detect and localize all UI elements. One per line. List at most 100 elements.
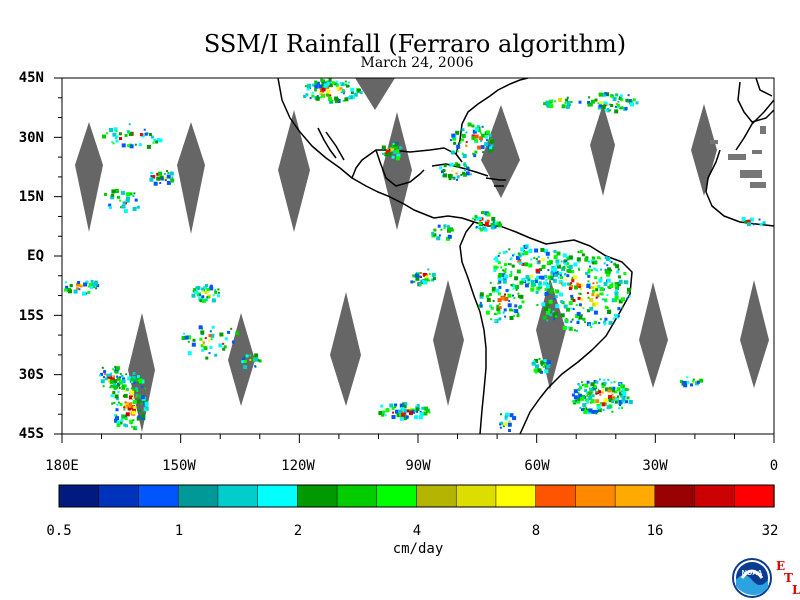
rain-pixel (427, 268, 430, 271)
rain-pixel (120, 206, 122, 209)
rain-pixel (524, 245, 528, 248)
rain-pixel (594, 261, 598, 265)
rain-pixel (478, 217, 482, 220)
rain-pixel (602, 409, 605, 411)
rain-pixel (623, 401, 626, 404)
rain-pixel (519, 261, 523, 265)
rain-pixel (387, 152, 392, 157)
rain-pixel (314, 84, 319, 89)
rain-pixel (231, 340, 235, 344)
rain-pixel (540, 360, 545, 365)
rain-pixel (117, 391, 120, 393)
rain-pixel (408, 409, 412, 413)
rain-pixel (600, 292, 604, 296)
rain-pixel (578, 303, 582, 307)
rain-pixel (137, 415, 141, 419)
rain-pixel (119, 199, 122, 202)
rain-pixel (692, 380, 695, 382)
rain-pixel (621, 406, 623, 409)
rain-pixel (395, 149, 400, 154)
rain-pixel (484, 228, 488, 232)
rain-pixel (749, 217, 754, 222)
rain-pixel (322, 94, 325, 97)
rain-pixel (329, 94, 332, 97)
rain-pixel (350, 87, 355, 92)
rain-pixel (171, 176, 174, 179)
rain-pixel (575, 399, 577, 402)
rain-pixel (127, 144, 131, 148)
rain-pixel (577, 267, 580, 270)
rain-pixel (208, 339, 211, 342)
rain-pixel (625, 400, 629, 404)
rain-pixel (104, 377, 108, 381)
rain-pixel (589, 298, 594, 303)
rain-pixel (553, 313, 558, 318)
rain-pixel (607, 378, 610, 381)
rain-pixel (500, 296, 505, 301)
rain-pixel (419, 412, 424, 417)
rain-pixel (428, 273, 431, 276)
rain-pixel (494, 221, 499, 226)
rain-pixel (595, 296, 598, 299)
rain-pixel (493, 312, 496, 315)
rain-pixel (121, 379, 126, 384)
rain-pixel (572, 299, 576, 302)
rain-pixel (399, 416, 404, 421)
rain-pixel (214, 290, 218, 294)
rain-pixel (130, 402, 133, 405)
rain-pixel (419, 275, 422, 278)
rain-pixel (562, 326, 567, 330)
rain-pixel (433, 228, 437, 232)
rain-pixel (460, 173, 463, 176)
rain-pixel (564, 278, 567, 281)
rain-pixel (122, 377, 126, 381)
etl-letter: L (792, 583, 800, 597)
rain-pixel (593, 321, 597, 324)
rain-pixel (597, 102, 600, 105)
rain-pixel (546, 261, 550, 265)
rain-pixel (530, 287, 535, 292)
colorbar-tick-label: 16 (646, 523, 664, 539)
rain-pixel (123, 404, 128, 409)
rain-pixel (209, 330, 212, 333)
rain-pixel (490, 139, 495, 144)
x-tick-label: 180E (45, 458, 79, 474)
rain-pixel (544, 274, 548, 278)
x-tick-label: 30W (642, 458, 668, 474)
rain-pixel (404, 402, 408, 406)
rain-pixel (115, 416, 119, 421)
rain-pixel (568, 255, 573, 260)
rain-pixel (391, 155, 395, 159)
rain-pixel (587, 391, 592, 396)
rain-pixel (578, 384, 581, 386)
rain-pixel (102, 385, 105, 388)
rain-pixel (489, 281, 492, 284)
rain-pixel (608, 395, 612, 400)
rain-pixel (127, 406, 132, 411)
rain-pixel (331, 81, 335, 85)
y-tick-label: 15N (18, 189, 44, 205)
rain-pixel (497, 292, 501, 296)
rain-pixel (696, 380, 700, 384)
rain-pixel (339, 87, 343, 91)
rain-pixel (187, 335, 192, 340)
rain-pixel (570, 298, 573, 301)
rain-pixel (137, 409, 141, 413)
rain-pixel (606, 109, 610, 113)
rain-pixel (629, 100, 633, 105)
rain-pixel (123, 209, 128, 214)
rain-pixel (517, 312, 520, 315)
rain-pixel (77, 281, 81, 284)
rain-pixel (450, 228, 454, 232)
rain-pixel (592, 386, 595, 389)
rain-pixel (421, 282, 423, 285)
rain-pixel (508, 299, 511, 302)
swath-gap (177, 122, 205, 234)
y-tick-label: 45N (18, 70, 44, 86)
rain-pixel (498, 306, 502, 310)
rain-pixel (110, 195, 115, 200)
rain-pixel (471, 124, 475, 128)
rain-pixel (128, 131, 133, 136)
rain-pixel (459, 141, 462, 144)
rain-pixel (567, 326, 570, 329)
